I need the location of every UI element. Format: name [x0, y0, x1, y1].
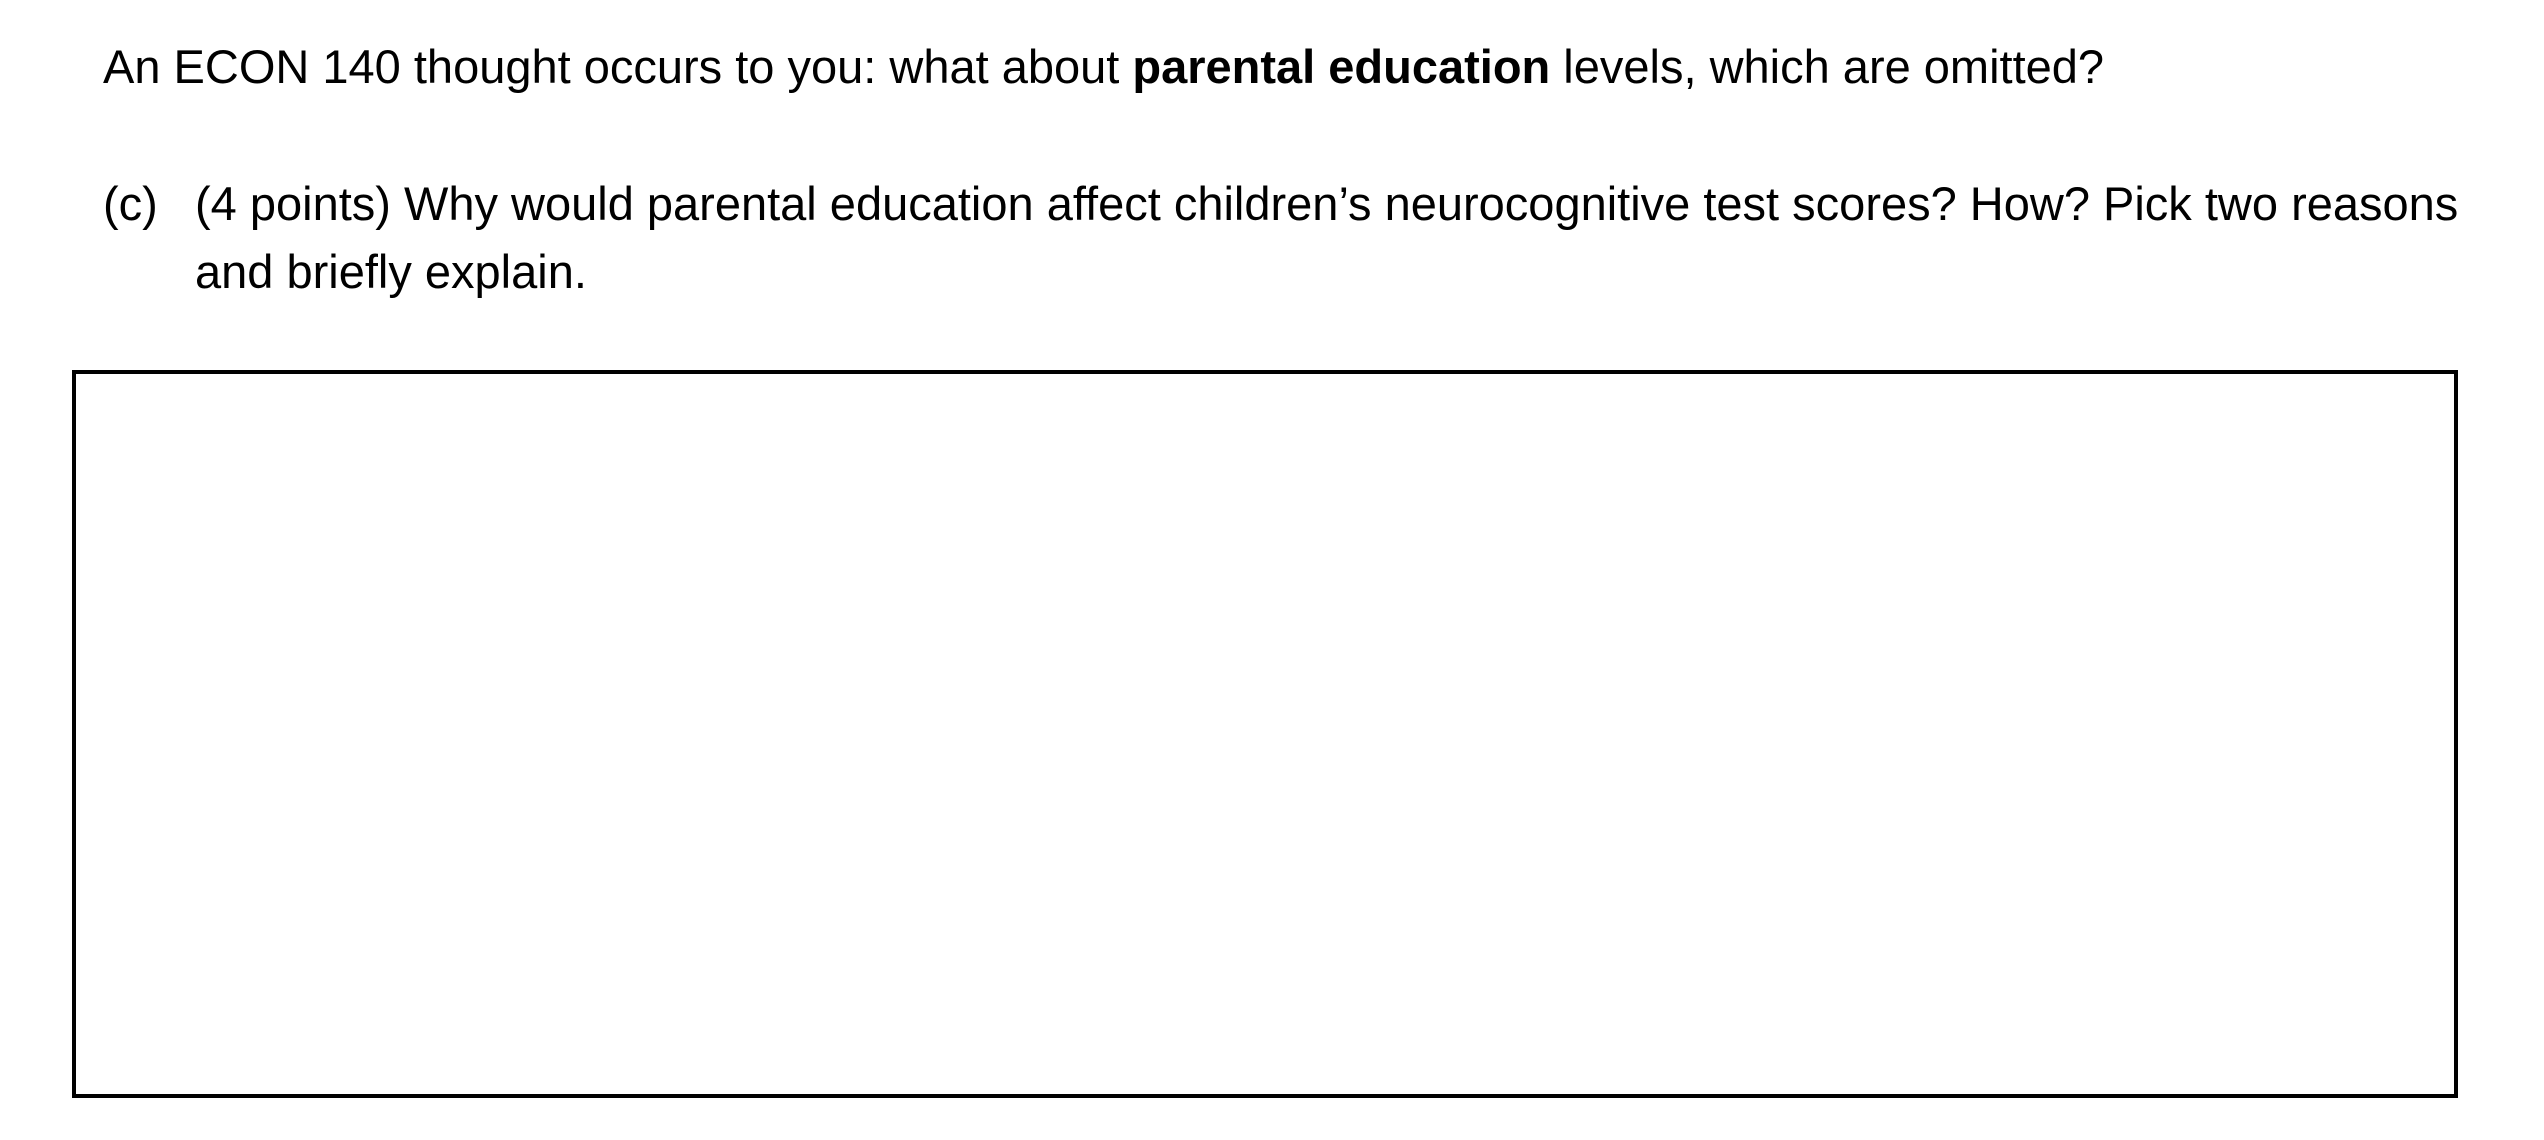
question-label: (c) [103, 177, 158, 230]
answer-box[interactable] [72, 370, 2458, 1098]
intro-bold-term: parental education [1132, 40, 1551, 93]
question-c: (c) (4 points) Why would parental educat… [103, 170, 2503, 306]
question-text: (4 points) Why would parental education … [195, 177, 2459, 298]
intro-text-before: An ECON 140 thought occurs to you: what … [103, 40, 1133, 93]
intro-text-after: levels, which are omitted? [1550, 40, 2105, 93]
intro-sentence: An ECON 140 thought occurs to you: what … [103, 36, 2104, 98]
